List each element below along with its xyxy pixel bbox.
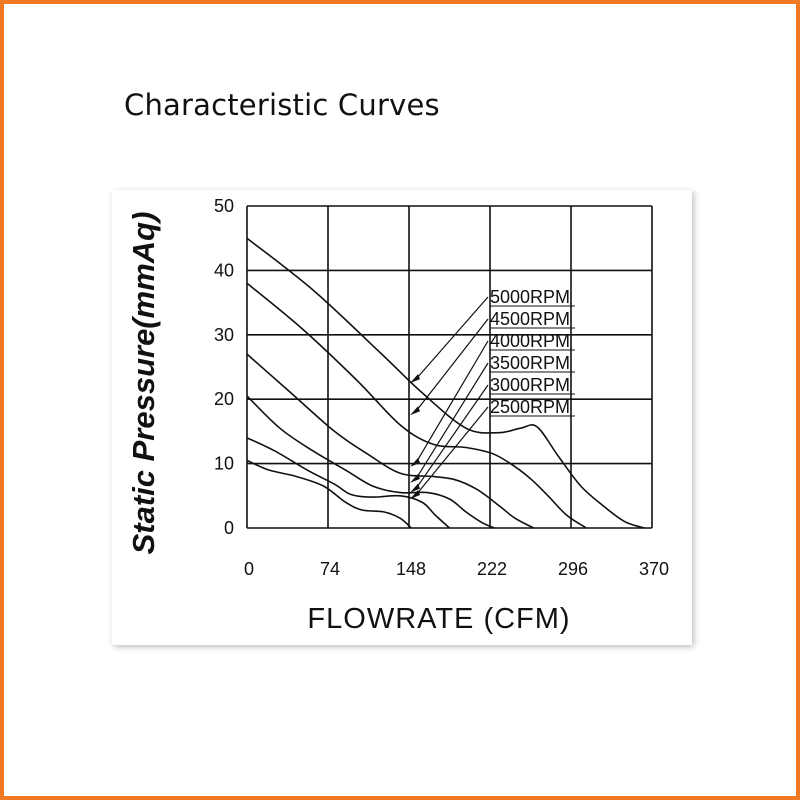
y-tick-label: 20 xyxy=(214,389,234,409)
pointer-line xyxy=(415,340,489,464)
legend-label-3000rpm: 3000RPM xyxy=(490,375,570,395)
y-tick-label: 30 xyxy=(214,325,234,345)
pointer-line xyxy=(415,384,489,489)
pointer-arrowhead xyxy=(410,374,420,384)
pointer-line xyxy=(415,318,489,412)
chart-card: 5000RPM 4500RPM 4000RPM 3500RPM 3000RPM 2500R… xyxy=(112,190,692,645)
x-tick-label: 74 xyxy=(320,559,340,579)
x-tick-label: 370 xyxy=(639,559,669,579)
page-title: Characteristic Curves xyxy=(124,88,440,122)
legend-label-2500rpm: 2500RPM xyxy=(490,397,570,417)
y-axis-label: Static Pressure(mmAq) xyxy=(126,212,161,555)
legend-label-5000rpm: 5000RPM xyxy=(490,287,570,307)
pointer-arrowhead xyxy=(410,457,420,467)
pointer-arrowhead xyxy=(410,406,420,416)
curve-5000rpm xyxy=(246,237,645,529)
pointer-arrowhead xyxy=(410,490,420,500)
x-tick-label: 0 xyxy=(244,559,254,579)
legend-label-3500rpm: 3500RPM xyxy=(490,353,570,373)
pointer-arrowhead xyxy=(410,483,420,493)
legend-label-4500rpm: 4500RPM xyxy=(490,309,570,329)
pointer-arrowhead xyxy=(410,473,420,483)
curve-2500rpm xyxy=(246,459,412,529)
x-tick-label: 148 xyxy=(396,559,426,579)
characteristic-curves-chart: 5000RPM4500RPM4000RPM3500RPM3000RPM2500R… xyxy=(126,196,669,635)
legend-label-4000rpm: 4000RPM xyxy=(490,331,570,351)
chart-ticks: 0 74 148 222 296 370 0 10 20 30 40 50 xyxy=(214,196,669,579)
curve-4500rpm xyxy=(246,282,587,529)
chart-grid xyxy=(246,205,653,529)
chart-curves xyxy=(246,237,645,529)
curve-3000rpm xyxy=(246,437,451,529)
pointer-line xyxy=(415,362,489,480)
x-axis-label: FLOWRATE (CFM) xyxy=(307,603,570,635)
pointer-line xyxy=(415,406,489,496)
legend-pointers xyxy=(410,296,489,500)
y-tick-label: 40 xyxy=(214,260,234,280)
curve-4000rpm xyxy=(246,353,535,529)
y-tick-label: 10 xyxy=(214,454,234,474)
chart-legend: 5000RPM4500RPM4000RPM3500RPM3000RPM2500R… xyxy=(490,287,575,417)
curve-3500rpm xyxy=(246,395,495,529)
pointer-line xyxy=(415,296,489,380)
y-tick-label: 50 xyxy=(214,196,234,216)
y-tick-label: 0 xyxy=(224,518,234,538)
x-tick-label: 222 xyxy=(477,559,507,579)
x-tick-label: 296 xyxy=(558,559,588,579)
